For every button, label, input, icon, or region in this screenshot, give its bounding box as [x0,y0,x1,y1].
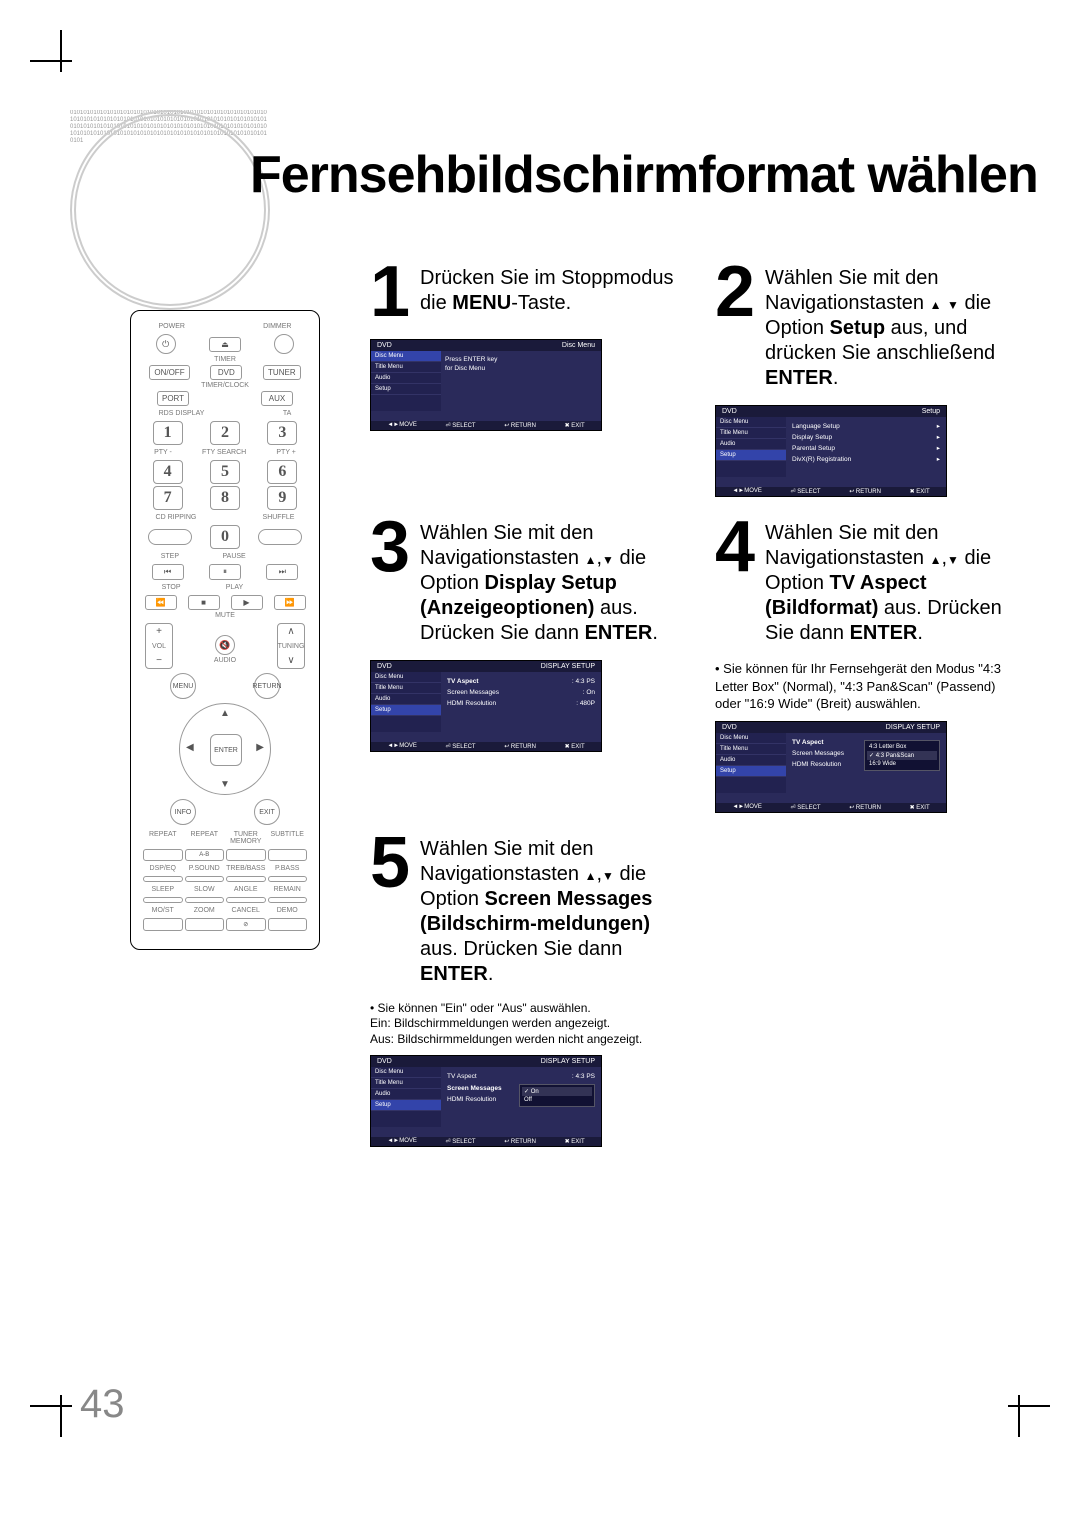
enter-button: ENTER [210,734,242,766]
step-5-note: • Sie können "Ein" oder "Aus" auswählen.… [370,1001,675,1048]
step-number: 3 [370,515,410,580]
vol-rocker: +VOL− [145,623,173,669]
num-4: 4 [153,460,183,484]
step-text: Wählen Sie mit den Navigationstasten , d… [420,831,675,987]
num-0: 0 [210,525,240,549]
label-timer: TIMER [139,356,311,363]
crop-mark [60,1395,62,1437]
power-icon: ⏻ [156,334,176,354]
label-stop: STOP [162,584,181,591]
down-arrow-icon [602,863,614,885]
step-number: 5 [370,831,410,896]
crop-mark [30,1405,72,1407]
step-text: Wählen Sie mit den Navigationstasten , d… [420,515,675,646]
exit-button: EXIT [254,799,280,825]
dvd-button: DVD [210,365,242,380]
info-button: INFO [170,799,196,825]
ffwd-button: ⏩ [274,595,306,610]
up-arrow-icon [930,547,942,569]
steps-region: 1 Drücken Sie im Stoppmodus die MENU-Tas… [370,260,1020,1427]
up-arrow-icon [585,863,597,885]
label-cdrip: CD RIPPING [156,514,197,521]
step-2: 2 Wählen Sie mit den Navigationstasten d… [715,260,1020,391]
label-play: PLAY [226,584,243,591]
menu-return-ring: MENU RETURN [170,673,280,699]
num-3: 3 [267,421,297,445]
port-button: PORT [157,391,189,406]
play-button: ▶ [231,595,263,610]
osd-screenshot-5: DVDDISPLAY SETUP Disc MenuTitle MenuAudi… [370,1055,602,1147]
label-rds: RDS DISPLAY [159,410,205,417]
stop-button: ■ [188,595,220,610]
label-timer-clock: TIMER/CLOCK [139,382,311,389]
menu-button: MENU [170,673,196,699]
step-4: 4 Wählen Sie mit den Navigationstasten ,… [715,515,1020,646]
cdrip-button [148,529,192,545]
label-fty: FTY SEARCH [202,449,246,456]
shuffle-button [258,529,302,545]
step-number: 4 [715,515,755,580]
step-number: 2 [715,260,755,325]
label-pty-plus: PTY + [276,449,296,456]
step-4-note: • Sie können für Ihr Fernsehgerät den Mo… [715,660,1020,713]
eject-button: ⏏ [209,337,241,352]
next-button: ⏭ [266,564,298,580]
page-number: 43 [80,1382,125,1427]
dpad: ▲ ▼ ◀ ▶ ENTER [179,703,271,795]
osd-screenshot-3: DVDDISPLAY SETUP Disc MenuTitle MenuAudi… [370,660,602,752]
step-3: 3 Wählen Sie mit den Navigationstasten ,… [370,515,675,646]
prev-button: ⏮ [152,564,184,580]
down-arrow-icon [947,292,959,314]
osd-popup: ✓ OnOff [519,1084,595,1107]
crop-mark [30,60,72,62]
label-dimmer: DIMMER [263,323,291,330]
num-2: 2 [210,421,240,445]
num-1: 1 [153,421,183,445]
step-text: Wählen Sie mit den Navigationstasten die… [765,260,1020,391]
down-arrow-icon [602,547,614,569]
step-text: Drücken Sie im Stoppmodus die MENU-Taste… [420,260,675,316]
label-pause: PAUSE [223,553,246,560]
onoff-button: ON/OFF [149,365,189,380]
info-exit-ring: INFO EXIT [170,799,280,825]
up-arrow-icon [930,292,942,314]
step-1: 1 Drücken Sie im Stoppmodus die MENU-Tas… [370,260,675,325]
pause-button: ⏸ [209,564,241,580]
aux-button: AUX [261,391,293,406]
bottom-button-grid: REPEATREPEATTUNER MEMORYSUBTITLE A-B DSP… [143,829,307,931]
tuning-rocker: ∧TUNING∨ [277,623,305,669]
down-arrow-icon [947,547,959,569]
osd-screenshot-1: DVDDisc Menu Disc MenuTitle MenuAudioSet… [370,339,602,431]
step-text: Wählen Sie mit den Navigationstasten , d… [765,515,1020,646]
num-5: 5 [210,460,240,484]
crop-mark [60,30,62,72]
step-number: 1 [370,260,410,325]
label-shuffle: SHUFFLE [263,514,295,521]
rewind-button: ⏪ [145,595,177,610]
binary-decoration: 0101010101010101010101010101010101010101… [70,110,270,310]
num-8: 8 [210,486,240,510]
osd-screenshot-4: DVDDISPLAY SETUP Disc MenuTitle MenuAudi… [715,721,947,813]
page-title: Fernsehbildschirmformat wählen [250,145,1038,205]
mute-icon: 🔇 [215,635,235,655]
up-arrow-icon [585,547,597,569]
tuner-button: TUNER [263,365,301,380]
num-9: 9 [267,486,297,510]
step-5: 5 Wählen Sie mit den Navigationstasten ,… [370,831,675,987]
num-7: 7 [153,486,183,510]
label-mute: MUTE [139,612,311,619]
osd-popup: 4:3 Letter Box✓ 4:3 Pan&Scan16:9 Wide [864,740,940,771]
label-ta: TA [283,410,291,417]
label-power: POWER [159,323,185,330]
remote-control-illustration: POWER DIMMER ⏻ ⏏ TIMER ON/OFF DVD TUNER TIME… [130,310,320,950]
dimmer-button [274,334,294,354]
num-6: 6 [267,460,297,484]
osd-screenshot-2: DVDSetup Disc MenuTitle MenuAudioSetup L… [715,405,947,497]
label-step: STEP [161,553,179,560]
label-pty-minus: PTY - [154,449,172,456]
return-button: RETURN [254,673,280,699]
